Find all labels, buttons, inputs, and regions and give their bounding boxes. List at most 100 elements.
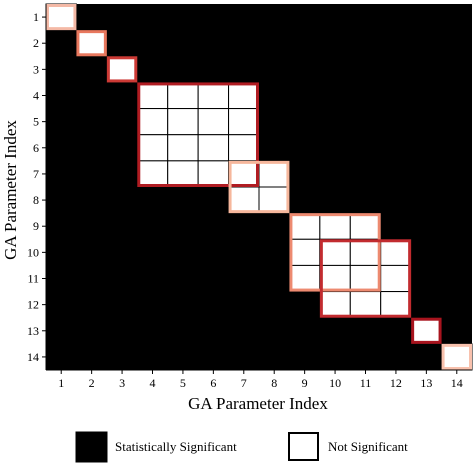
heatmap-cell-r7-c1 bbox=[46, 160, 77, 187]
y-tick-label-2: 2 bbox=[33, 36, 39, 50]
heatmap-cell-r8-c2 bbox=[76, 187, 107, 214]
x-tick-label-1: 1 bbox=[58, 376, 64, 390]
heatmap-cell-r12-c2 bbox=[76, 291, 107, 318]
heatmap-cell-r12-c13 bbox=[411, 291, 442, 318]
heatmap-cell-r5-c10 bbox=[319, 108, 351, 135]
heatmap-cell-r2-c12 bbox=[380, 30, 412, 57]
heatmap-cell-r14-c8 bbox=[259, 343, 290, 370]
heatmap-cell-r3-c4 bbox=[137, 56, 168, 83]
group-outline-9 bbox=[441, 343, 473, 371]
heatmap-cell-r4-c10 bbox=[319, 82, 351, 109]
heatmap-cell-r11-c13 bbox=[411, 265, 442, 292]
heatmap-cell-r13-c4 bbox=[137, 317, 168, 344]
heatmap-cell-r8-c7 bbox=[228, 186, 260, 214]
heatmap-cell-r11-c14 bbox=[441, 265, 472, 292]
heatmap-cell-r5-c3 bbox=[106, 108, 138, 135]
heatmap-cell-r9-c3 bbox=[106, 213, 138, 240]
heatmap-cell-r14-c4 bbox=[137, 343, 168, 370]
y-tick-label-6: 6 bbox=[33, 141, 39, 155]
heatmap-cell-r7-c6 bbox=[197, 160, 230, 188]
heatmap-cell-r3-c1 bbox=[46, 56, 77, 83]
heatmap-cell-r7-c11 bbox=[350, 160, 381, 187]
heatmap-cell-r13-c3 bbox=[106, 317, 138, 344]
heatmap-cell-r2-c1 bbox=[46, 30, 77, 57]
heatmap-cell-r10-c4 bbox=[137, 239, 168, 266]
heatmap-cell-r4-c7 bbox=[228, 81, 260, 110]
heatmap-cell-r7-c13 bbox=[411, 160, 442, 187]
heatmap-cell-r10-c8 bbox=[259, 239, 290, 266]
heatmap-cell-r9-c11 bbox=[349, 212, 382, 240]
heatmap-cell-r12-c8 bbox=[259, 291, 290, 318]
heatmap-cell-r11-c2 bbox=[76, 265, 107, 292]
heatmap-cell-r8-c9 bbox=[289, 187, 320, 214]
heatmap-cell-r12-c9 bbox=[289, 291, 320, 318]
y-tick-label-13: 13 bbox=[27, 324, 39, 338]
heatmap-cell-r6-c5 bbox=[167, 134, 199, 162]
heatmap-cell-r8-c12 bbox=[380, 187, 412, 214]
heatmap-cell-r12-c11 bbox=[349, 291, 382, 319]
heatmap-cell-r10-c10 bbox=[319, 238, 351, 266]
heatmap-cell-r14-c11 bbox=[350, 343, 381, 370]
heatmap-cell-r8-c3 bbox=[106, 187, 138, 214]
x-axis-title: GA Parameter Index bbox=[188, 394, 328, 413]
heatmap-cell-r10-c13 bbox=[411, 239, 442, 266]
x-tick-label-9: 9 bbox=[302, 376, 308, 390]
heatmap-cell-r13-c7 bbox=[228, 317, 259, 344]
heatmap-cell-r9-c13 bbox=[411, 213, 442, 240]
heatmap-cell-r5-c2 bbox=[76, 108, 107, 135]
heatmap-cell-r12-c4 bbox=[137, 291, 168, 318]
group-outline-3 bbox=[106, 56, 138, 83]
y-tick-label-4: 4 bbox=[33, 89, 39, 103]
heatmap-cell-r6-c4 bbox=[136, 134, 169, 162]
heatmap-cell-r11-c4 bbox=[137, 265, 168, 292]
heatmap-cell-r2-c4 bbox=[137, 30, 168, 57]
heatmap-cell-r14-c6 bbox=[198, 343, 229, 370]
y-tick-label-11: 11 bbox=[27, 272, 39, 286]
heatmap-cell-r6-c12 bbox=[380, 134, 412, 161]
heatmap-cell-r5-c5 bbox=[167, 108, 199, 136]
heatmap-cell-r13-c1 bbox=[46, 317, 77, 344]
heatmap-cell-r9-c7 bbox=[228, 213, 259, 240]
heatmap-cell-r12-c5 bbox=[167, 291, 199, 318]
heatmap-cell-r1-c10 bbox=[319, 4, 351, 31]
heatmap-cell-r9-c14 bbox=[441, 213, 472, 240]
heatmap-cell-r4-c13 bbox=[411, 82, 442, 109]
heatmap-cell-r9-c1 bbox=[46, 213, 77, 240]
heatmap-cell-r6-c13 bbox=[411, 134, 442, 161]
y-tick-label-9: 9 bbox=[33, 219, 39, 233]
heatmap-cell-r6-c14 bbox=[441, 134, 472, 161]
heatmap-cell-r13-c2 bbox=[76, 317, 107, 344]
x-tick-label-12: 12 bbox=[390, 376, 402, 390]
heatmap-cell-r8-c5 bbox=[167, 187, 199, 214]
heatmap-cell-r4-c1 bbox=[46, 82, 77, 109]
y-tick-label-10: 10 bbox=[27, 245, 39, 259]
heatmap-cell-r8-c10 bbox=[319, 187, 351, 214]
heatmap-cell-r1-c8 bbox=[259, 4, 290, 31]
heatmap-cell-r3-c2 bbox=[76, 56, 107, 83]
y-tick-label-3: 3 bbox=[33, 62, 39, 76]
heatmap-cell-r3-c14 bbox=[441, 56, 472, 83]
heatmap-cell-r2-c6 bbox=[198, 30, 229, 57]
heatmap-cell-r6-c2 bbox=[76, 134, 107, 161]
heatmap-cell-r2-c9 bbox=[289, 30, 320, 57]
heatmap-cell-r12-c1 bbox=[46, 291, 77, 318]
heatmap-cell-r1-c6 bbox=[198, 4, 229, 31]
heatmap-cell-r8-c13 bbox=[411, 187, 442, 214]
heatmap-cell-r4-c5 bbox=[167, 81, 199, 110]
heatmap-cell-r12-c10 bbox=[319, 291, 351, 319]
heatmap-cell-r6-c10 bbox=[319, 134, 351, 161]
heatmap-cell-r2-c11 bbox=[350, 30, 381, 57]
heatmap-cell-r9-c8 bbox=[259, 213, 290, 240]
heatmap-cell-r2-c10 bbox=[319, 30, 351, 57]
heatmap-cell-r3-c6 bbox=[198, 56, 229, 83]
heatmap-cell-r12-c14 bbox=[441, 291, 472, 318]
heatmap-cell-r5-c4 bbox=[136, 108, 169, 136]
heatmap-cell-r14-c2 bbox=[76, 343, 107, 370]
heatmap-cell-r2-c14 bbox=[441, 30, 472, 57]
heatmap-cell-r4-c6 bbox=[197, 81, 230, 110]
heatmap-cell-r9-c4 bbox=[137, 213, 168, 240]
heatmap-cell-r1-c1 bbox=[45, 3, 77, 31]
heatmap-cell-r10-c2 bbox=[76, 239, 107, 266]
heatmap-cell-r10-c9 bbox=[288, 238, 321, 266]
heatmap-cell-r14-c3 bbox=[106, 343, 138, 370]
